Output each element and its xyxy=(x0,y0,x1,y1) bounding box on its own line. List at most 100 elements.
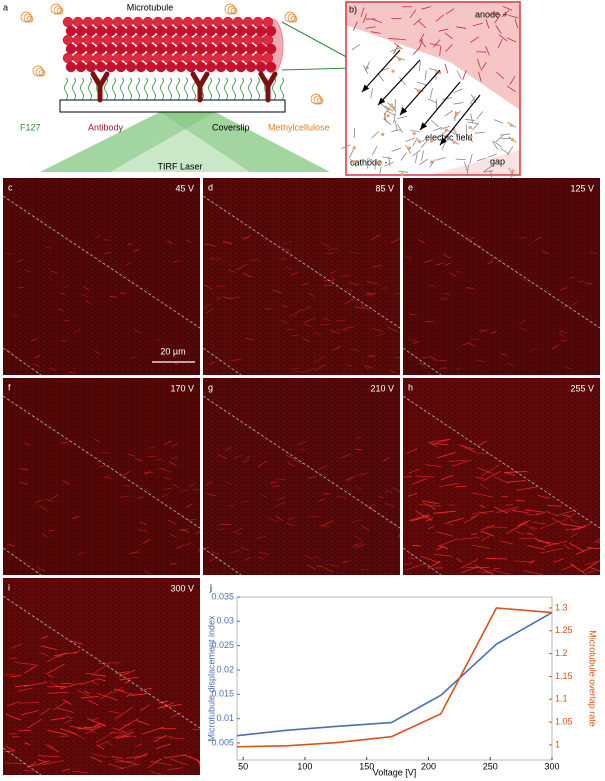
tubulin xyxy=(95,61,107,73)
series-line xyxy=(236,607,553,748)
filament xyxy=(587,547,601,550)
filament xyxy=(280,245,291,252)
filament xyxy=(578,280,585,283)
tubulin xyxy=(82,34,94,46)
filament xyxy=(185,503,194,508)
filament xyxy=(178,489,188,492)
filament xyxy=(332,345,342,351)
filament xyxy=(323,567,334,573)
filament xyxy=(148,770,163,776)
filament xyxy=(575,547,593,555)
filament xyxy=(445,44,453,52)
filament xyxy=(19,482,28,485)
filament xyxy=(59,441,69,444)
filament xyxy=(470,513,480,519)
filament xyxy=(370,264,383,268)
y2-tick-label: 1.15 xyxy=(555,671,573,681)
filament xyxy=(23,681,48,687)
filament xyxy=(92,663,109,674)
filament xyxy=(113,689,125,692)
filament xyxy=(570,564,587,576)
f127 xyxy=(168,77,172,101)
tubulin xyxy=(262,34,274,46)
filament xyxy=(144,470,152,476)
filament xyxy=(308,515,320,518)
filament xyxy=(394,119,398,130)
methylcellulose xyxy=(224,3,236,15)
dash-line xyxy=(2,395,201,529)
filament xyxy=(24,442,30,446)
filament xyxy=(372,18,383,24)
filament xyxy=(562,514,571,517)
filament xyxy=(419,38,427,48)
filament xyxy=(123,470,131,477)
filament xyxy=(340,453,351,459)
filament xyxy=(362,64,369,74)
filament xyxy=(126,755,147,759)
filament xyxy=(355,435,362,440)
filament xyxy=(470,533,478,536)
filament xyxy=(351,519,362,524)
filament xyxy=(568,542,585,552)
filament xyxy=(112,686,123,694)
filament xyxy=(559,331,568,333)
micrograph-tint xyxy=(203,178,400,375)
filament xyxy=(453,88,463,94)
filament xyxy=(429,356,438,362)
filament xyxy=(42,761,57,766)
tubulin xyxy=(252,34,264,46)
filament xyxy=(37,755,60,758)
filament xyxy=(235,527,243,533)
dash-line xyxy=(2,547,42,576)
filament xyxy=(530,526,538,530)
filament xyxy=(228,505,235,508)
filament xyxy=(223,296,231,300)
filament xyxy=(499,540,514,545)
y-tick-label: 0.02 xyxy=(216,664,234,674)
filament xyxy=(101,452,110,454)
filament xyxy=(59,728,78,736)
filament xyxy=(329,329,341,335)
x-tick-label: 50 xyxy=(238,761,248,771)
filament xyxy=(425,517,434,522)
field-arrow xyxy=(377,59,421,106)
filament xyxy=(461,343,469,346)
filament xyxy=(205,308,214,314)
filament xyxy=(154,758,162,763)
filament xyxy=(158,701,168,704)
methylcellulose xyxy=(23,13,33,23)
filament xyxy=(95,731,115,744)
filament xyxy=(39,652,48,657)
micrograph xyxy=(3,378,200,575)
filament xyxy=(517,519,530,527)
filament xyxy=(149,761,173,766)
filament xyxy=(119,676,139,681)
filament xyxy=(439,367,447,369)
x-tick-label: 150 xyxy=(359,761,374,771)
x-axis-label: Voltage [V] xyxy=(373,767,417,777)
filament xyxy=(24,742,31,746)
filament xyxy=(429,43,440,46)
tubulin xyxy=(72,34,84,46)
filament xyxy=(244,556,252,561)
filament xyxy=(50,717,67,721)
filament xyxy=(353,21,358,31)
filament xyxy=(539,520,561,530)
filament xyxy=(128,453,136,457)
particle xyxy=(452,140,456,144)
filament xyxy=(551,344,560,350)
filament xyxy=(217,454,228,460)
filament xyxy=(110,295,117,298)
filament xyxy=(562,304,571,308)
filament xyxy=(405,137,416,143)
tubulin xyxy=(152,52,164,64)
tubulin xyxy=(195,43,207,55)
tubulin xyxy=(222,52,234,64)
tubulin xyxy=(75,61,87,73)
filament xyxy=(403,476,412,478)
tubulin xyxy=(232,16,244,28)
x-tick-label: 250 xyxy=(483,761,498,771)
filament xyxy=(66,715,73,720)
filament xyxy=(23,769,36,772)
particle xyxy=(510,138,515,142)
